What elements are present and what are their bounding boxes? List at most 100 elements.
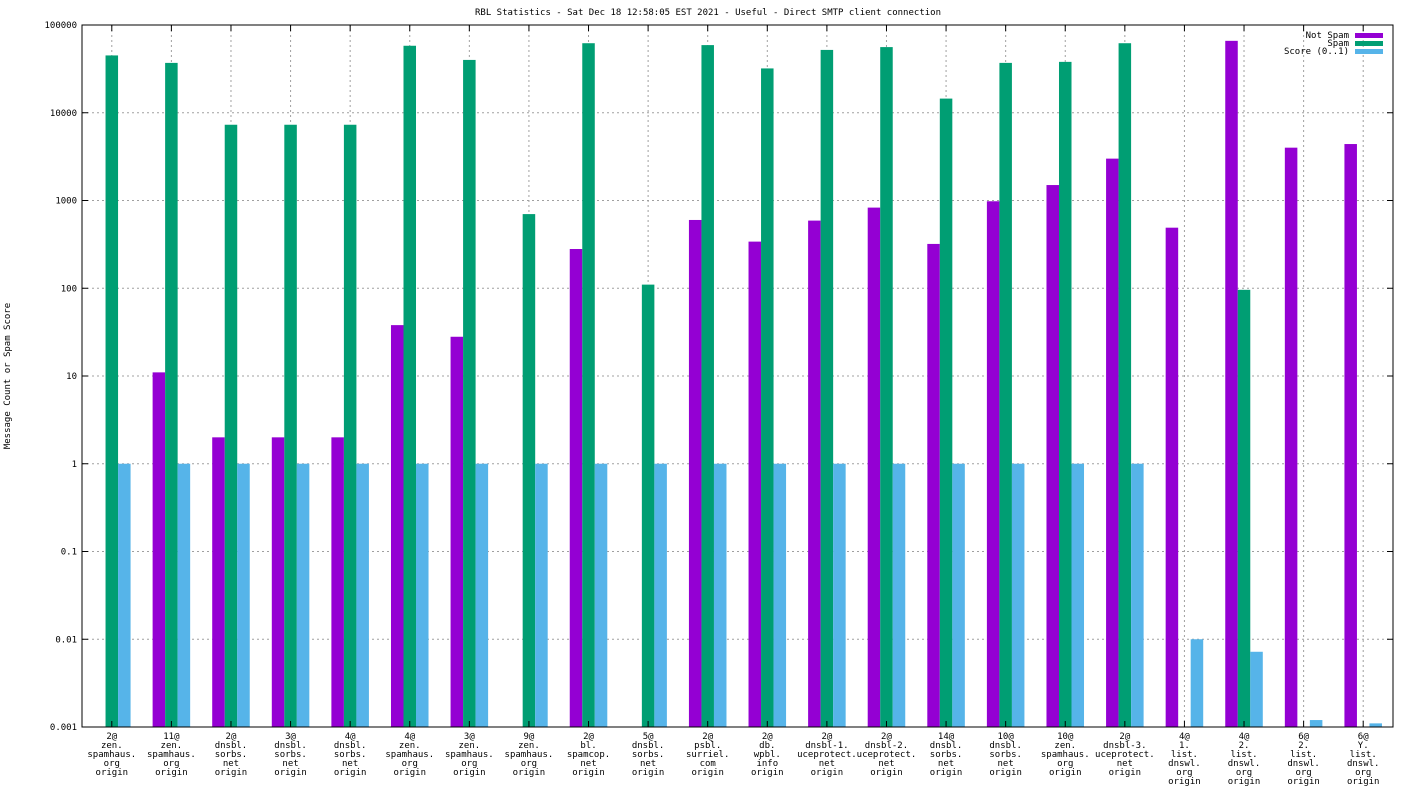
bar: [1071, 463, 1085, 727]
x-tick-label: 2@ psbl. surriel. com origin: [686, 732, 729, 778]
y-tick-label: 1: [72, 460, 77, 470]
bar: [212, 437, 225, 727]
bar: [331, 437, 344, 727]
bar: [773, 463, 787, 727]
bar: [224, 124, 238, 728]
legend-label: Not Spam: [1306, 31, 1349, 41]
bar: [654, 463, 667, 727]
x-tick-label: 2@ db. wpbl. info origin: [751, 732, 784, 778]
bar: [1058, 61, 1072, 728]
y-axis-label: Message Count or Spam Score: [3, 303, 13, 449]
x-tick-label: 6@ Y. list. dnswl. org origin: [1347, 732, 1380, 787]
x-tick-label: 4@ 2. list. dnswl. org origin: [1228, 732, 1261, 787]
bar: [867, 207, 881, 727]
bar: [463, 59, 476, 727]
x-tick-label: 4@ zen. spamhaus. org origin: [385, 732, 434, 778]
bar: [713, 463, 727, 727]
bar: [535, 463, 548, 727]
bar: [1225, 40, 1238, 727]
legend-swatch: [1355, 49, 1383, 54]
bar: [1237, 289, 1251, 727]
y-ticks: 0.001 0.01 0.1 1 10 100 1000 10000 100000: [44, 21, 1393, 733]
bar: [522, 214, 536, 727]
x-tick-label: 2@ dnsbl-1. uceprotect. net origin: [797, 732, 857, 778]
bar: [939, 98, 953, 727]
x-tick-label: 3@ dnsbl. sorbs. net origin: [274, 732, 307, 778]
bar: [403, 45, 417, 727]
bar: [1046, 185, 1059, 728]
x-tick-label: 2@ dnsbl. sorbs. net origin: [215, 732, 248, 778]
bar: [284, 124, 297, 728]
bar: [105, 55, 119, 727]
bar: [390, 325, 404, 727]
x-tick-label: 2@ dnsbl-3. uceprotect. net origin: [1095, 732, 1155, 778]
bar: [999, 62, 1012, 727]
legend-label: Spam: [1327, 39, 1349, 49]
y-tick-label: 0.01: [55, 635, 77, 645]
bar: [271, 437, 285, 727]
bar: [237, 463, 250, 727]
bar: [165, 62, 178, 727]
bar: [582, 43, 595, 727]
bar: [748, 241, 762, 727]
x-tick-label: 4@ dnsbl. sorbs. net origin: [334, 732, 367, 778]
bar: [356, 463, 369, 727]
bar: [1165, 227, 1179, 727]
y-tick-label: 10: [66, 372, 77, 382]
bar: [641, 284, 655, 727]
x-tick-label: 10@ dnsbl. sorbs. net origin: [989, 732, 1022, 778]
x-tick-label: 6@ 2. list. dnswl. org origin: [1287, 732, 1320, 787]
x-tick-label: 3@ zen. spamhaus. org origin: [445, 732, 494, 778]
y-tick-label: 100000: [44, 21, 77, 31]
y-tick-label: 10000: [50, 109, 77, 119]
x-tick-label: 10@ zen. spamhaus. org origin: [1041, 732, 1090, 778]
bar: [1106, 158, 1119, 727]
y-tick-label: 0.001: [50, 723, 77, 733]
y-tick-label: 1000: [55, 197, 77, 207]
bar: [952, 463, 965, 727]
bar: [986, 201, 1000, 728]
bar: [761, 68, 774, 727]
bar: [1344, 144, 1357, 727]
bar: [1369, 723, 1382, 727]
bar: [1309, 720, 1323, 727]
x-tick-label: 9@ zen. spamhaus. org origin: [505, 732, 554, 778]
x-tick-label: 2@ bl. spamcop. net origin: [567, 732, 610, 778]
bar: [820, 49, 834, 727]
chart-title: RBL Statistics - Sat Dec 18 12:58:05 EST…: [475, 8, 941, 18]
bar: [833, 463, 846, 727]
bar: [177, 463, 191, 727]
bar: [808, 220, 821, 728]
bar: [118, 463, 131, 727]
bar: [594, 463, 608, 727]
bar: [927, 243, 940, 727]
bar: [1011, 463, 1025, 727]
bar: [416, 463, 429, 727]
y-tick-label: 0.1: [61, 548, 77, 558]
bar: [1118, 43, 1132, 727]
legend-swatch: [1355, 33, 1383, 38]
x-tick-label: 4@ 1. list. dnswl. org origin: [1168, 732, 1201, 787]
bars: [105, 40, 1382, 728]
legend-swatch: [1355, 41, 1383, 46]
bar: [688, 219, 702, 727]
x-tick-label: 5@ dnsbl. sorbs. net origin: [632, 732, 665, 778]
bar: [343, 124, 357, 728]
bar: [1250, 651, 1263, 727]
legend-label: Score (0..1): [1284, 47, 1349, 57]
x-tick-label: 2@ dnsbl-2. uceprotect. net origin: [857, 732, 917, 778]
bar: [475, 463, 489, 727]
y-tick-label: 100: [61, 284, 77, 294]
bar: [569, 249, 583, 727]
bar: [1284, 147, 1298, 727]
x-tick-label: 2@ zen. spamhaus. org origin: [87, 732, 136, 778]
bar: [1131, 463, 1144, 727]
bar: [880, 47, 893, 728]
bar: [1190, 639, 1204, 727]
bar: [296, 463, 310, 727]
x-tick-label: 14@ dnsbl. sorbs. net origin: [930, 732, 963, 778]
bar: [152, 372, 166, 727]
